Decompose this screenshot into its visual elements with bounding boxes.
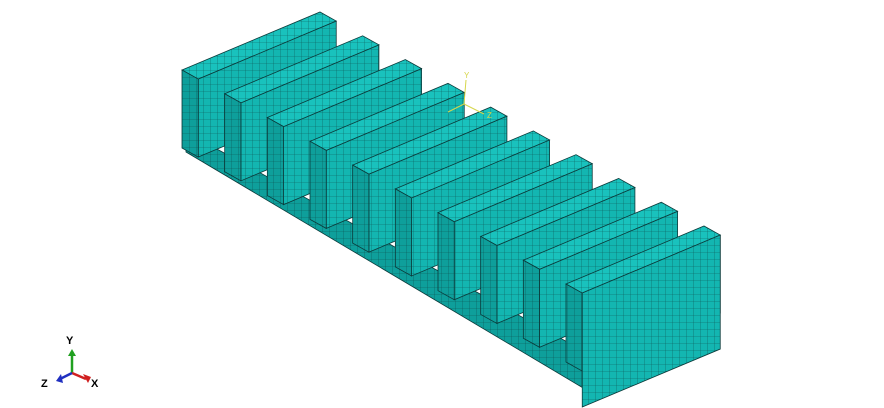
fin-3-top-grid	[267, 59, 422, 127]
fin-7-top-grid	[438, 154, 593, 222]
fin-2-top-grid	[224, 35, 379, 103]
fin-8-top-grid	[480, 178, 635, 246]
origin-triad-z-label: Z	[487, 111, 492, 120]
fin-3-front-grid	[267, 117, 284, 205]
fin-1-top-grid	[182, 12, 337, 80]
fin-8-front-grid	[480, 236, 497, 324]
fin-7-front-grid	[438, 212, 455, 300]
view-triad-z-axis	[59, 371, 73, 381]
view-triad-x-axis	[71, 371, 87, 381]
end-face-grid	[582, 235, 721, 408]
fin-2-front-grid	[224, 93, 241, 181]
fin-6-front-grid	[395, 188, 412, 276]
view-triad-z-arrow	[56, 374, 63, 383]
fin-6-top-grid	[395, 130, 550, 198]
view-triad-z-label: Z	[41, 378, 48, 390]
fin-10-top-grid	[566, 226, 721, 294]
view-triad-y-arrow	[68, 349, 76, 356]
fin-4-top-grid	[310, 83, 465, 151]
view-triad-x-label: X	[91, 378, 99, 390]
view-triad-y-label: Y	[66, 335, 74, 347]
fin-9-front-grid	[523, 260, 540, 348]
fin-10-front-grid	[566, 284, 583, 372]
view-triad-x-arrow	[83, 374, 91, 383]
fin-9-top-grid	[523, 202, 678, 270]
fin-5-top-grid	[352, 107, 507, 175]
fin-1-front-grid	[182, 70, 199, 158]
origin-triad-y-label: Y	[464, 71, 470, 80]
fin-5-front-grid	[352, 165, 369, 253]
fin-4-front-grid	[310, 141, 327, 229]
